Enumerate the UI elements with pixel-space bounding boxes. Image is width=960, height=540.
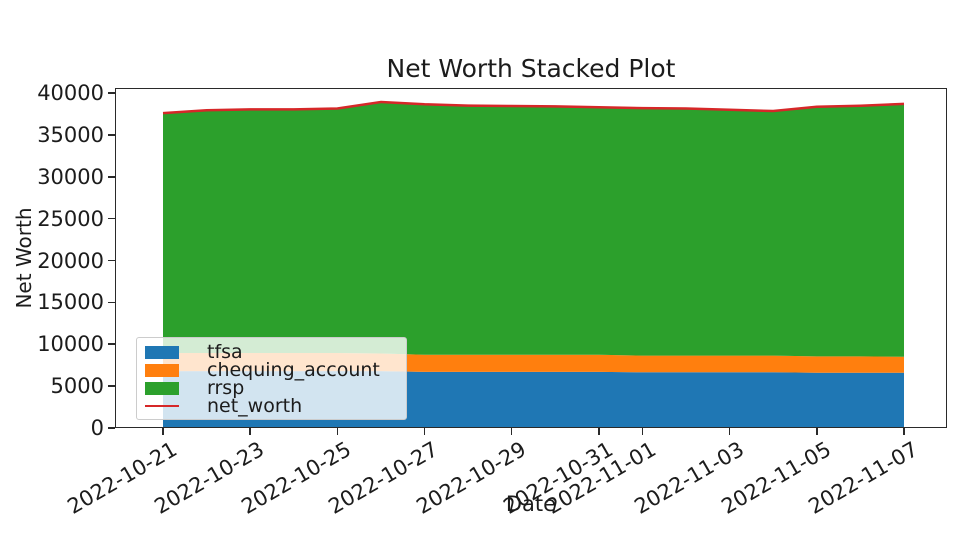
axes-spines (115, 88, 947, 428)
x-tick-mark (423, 428, 426, 435)
y-tick-mark (108, 217, 115, 220)
legend-line-swatch (145, 405, 179, 407)
y-tick-mark (108, 134, 115, 136)
y-tick-label: 30000 (37, 164, 104, 189)
legend-label: chequing_account (207, 359, 380, 381)
legend-patch-swatch (145, 345, 179, 359)
x-tick-mark (598, 428, 600, 435)
y-tick-label: 5000 (50, 374, 104, 399)
x-tick-mark (162, 428, 164, 435)
legend-item-net_worth: net_worth (145, 395, 398, 417)
legend: tfsa chequing_account rrsp net_worth (136, 337, 407, 420)
legend-item-chequing_account: chequing_account (145, 359, 398, 381)
y-tick-mark (108, 343, 115, 346)
x-tick-mark (903, 428, 905, 435)
area-rrsp (163, 102, 904, 357)
legend-patch-swatch (145, 363, 179, 377)
legend-label: net_worth (207, 395, 303, 417)
y-tick-label: 0 (90, 416, 104, 440)
legend-item-rrsp: rrsp (145, 377, 398, 399)
y-tick-label: 35000 (37, 122, 104, 147)
y-tick-label: 15000 (37, 290, 104, 315)
chart-title: Net Worth Stacked Plot (386, 54, 676, 83)
x-tick-mark (816, 428, 818, 435)
x-axis-label: Date (505, 492, 557, 516)
x-tick-mark (728, 428, 731, 435)
y-tick-mark (108, 301, 115, 304)
x-tick-mark (641, 428, 644, 435)
y-tick-mark (108, 259, 115, 262)
x-tick-mark (249, 428, 251, 435)
y-tick-label: 10000 (37, 332, 104, 357)
legend-patch-swatch (145, 381, 179, 395)
x-tick-mark (510, 428, 513, 435)
legend-label: tfsa (207, 341, 243, 363)
legend-label: rrsp (207, 377, 245, 399)
y-tick-mark (108, 385, 115, 387)
legend-item-tfsa: tfsa (145, 341, 398, 363)
y-tick-label: 20000 (37, 248, 104, 273)
net-worth-line (162, 100, 905, 115)
x-tick-mark (336, 428, 339, 435)
y-tick-mark (108, 427, 115, 429)
y-tick-label: 25000 (37, 206, 104, 231)
y-tick-label: 40000 (37, 81, 104, 106)
y-tick-mark (108, 92, 115, 94)
y-tick-mark (108, 175, 115, 178)
